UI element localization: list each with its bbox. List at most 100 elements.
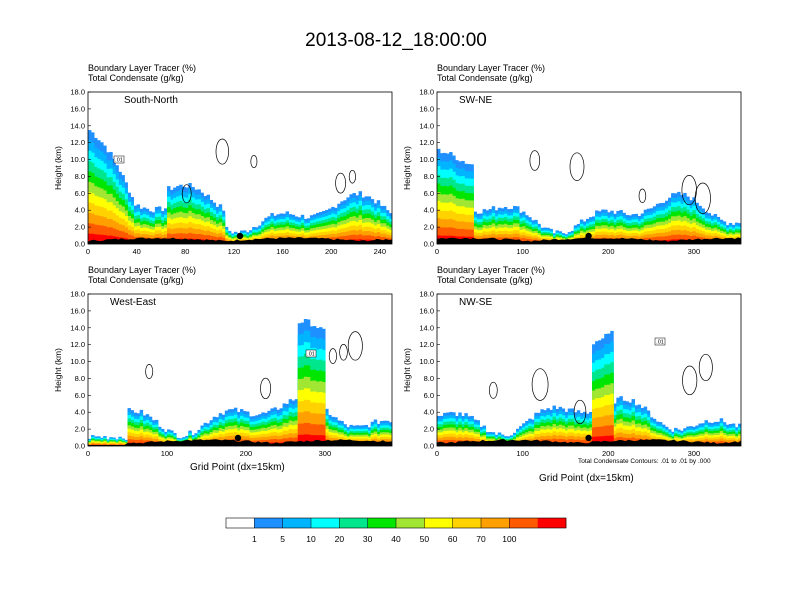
panel-header-nw-se: Boundary Layer Tracer (%) Total Condensa… — [437, 265, 545, 285]
y-axis-label: Height (km) — [402, 348, 412, 392]
y-tick-label: 12.0 — [70, 340, 85, 349]
condensate-contour — [250, 154, 258, 169]
plot-frame — [87, 91, 393, 245]
y-tick-label: 14.0 — [419, 121, 434, 130]
panel-nw-se: 0.0 2.0 4.0 6.0 8.0 10.0 12.0 14.0 16.0 18.0 Heigh… — [402, 290, 742, 458]
condensate-contour — [569, 152, 585, 181]
x-axis-label-west-east: Grid Point (dx=15km) — [190, 462, 285, 473]
colorbar-swatch — [481, 518, 510, 528]
y-tick-label: 2.0 — [75, 223, 85, 232]
x-tick-label: 200 — [602, 449, 615, 458]
condensate-contour — [215, 138, 229, 165]
y-tick-label: 12.0 — [70, 138, 85, 147]
header-line-tracer: Boundary Layer Tracer (%) — [437, 63, 546, 73]
x-axis-label-nw-se: Grid Point (dx=15km) — [539, 473, 634, 484]
terrain — [437, 439, 741, 446]
condensate-contour — [529, 150, 541, 171]
colorbar-swatch — [367, 518, 397, 528]
colorbar-label: 40 — [391, 534, 401, 544]
terrain — [88, 237, 392, 244]
plot-frame — [436, 293, 742, 447]
condensate-contour — [488, 381, 498, 399]
y-tick-label: 10.0 — [419, 155, 434, 164]
x-tick-label: 100 — [161, 449, 174, 458]
y-tick-label: 18.0 — [419, 88, 434, 97]
y-tick-label: 0.0 — [424, 240, 434, 249]
y-tick-label: 14.0 — [70, 323, 85, 332]
colorbar: 1 5 10 20 30 40 50 60 70 100 — [225, 517, 567, 544]
x-tick-label: 200 — [602, 247, 615, 256]
x-tick-label: 200 — [325, 247, 338, 256]
condensate-contour — [339, 344, 348, 361]
x-tick-label: 300 — [319, 449, 332, 458]
colorbar-swatch — [254, 518, 283, 528]
y-tick-label: 12.0 — [419, 138, 434, 147]
y-tick-label: 18.0 — [70, 290, 85, 299]
condensate-contour — [335, 172, 346, 194]
location-marker — [585, 434, 592, 442]
panel-header-south-north: Boundary Layer Tracer (%) Total Condensa… — [88, 63, 196, 83]
colorbar-label: 100 — [502, 534, 516, 544]
colorbar-label: 10 — [306, 534, 316, 544]
y-tick-label: 8.0 — [75, 172, 85, 181]
panel-south-north: 0.0 2.0 4.0 6.0 8.0 10.0 12.0 14.0 16.0 18.0 Heigh… — [53, 88, 393, 256]
colorbar-swatch — [339, 518, 368, 528]
tracer-field — [437, 330, 741, 446]
y-tick-label: 16.0 — [70, 306, 85, 315]
contour-label: .01 — [307, 352, 315, 358]
y-tick-label: 0.0 — [75, 240, 85, 249]
condensate-contour — [145, 364, 154, 379]
y-axis-label: Height (km) — [53, 146, 63, 190]
y-tick-label: 10.0 — [70, 155, 85, 164]
location-marker — [585, 232, 592, 240]
y-tick-label: 4.0 — [424, 408, 434, 417]
section-label: West-East — [110, 297, 156, 308]
x-tick-label: 160 — [276, 247, 289, 256]
colorbar-swatch — [509, 518, 538, 528]
figure-title: 2013-08-12_18:00:00 — [305, 30, 487, 51]
condensate-contour — [681, 175, 697, 206]
x-tick-label: 100 — [516, 449, 529, 458]
colorbar-label: 1 — [252, 534, 257, 544]
contour-label-box — [654, 337, 666, 346]
y-axis-label: Height (km) — [53, 348, 63, 392]
colorbar-label: 30 — [363, 534, 373, 544]
x-tick-label: 120 — [228, 247, 241, 256]
condensate-contour — [181, 184, 192, 204]
condensate-contour — [698, 353, 713, 382]
panel-header-west-east: Boundary Layer Tracer (%) Total Condensa… — [88, 265, 196, 285]
plot-frame — [436, 91, 742, 245]
y-tick-label: 0.0 — [75, 442, 85, 451]
y-tick-label: 8.0 — [424, 172, 434, 181]
colorbar-label: 70 — [476, 534, 486, 544]
panel-sw-ne: 0.0 2.0 4.0 6.0 8.0 10.0 12.0 14.0 16.0 18.0 Heigh… — [402, 88, 742, 256]
y-tick-label: 2.0 — [424, 223, 434, 232]
condensate-contour — [328, 348, 337, 364]
location-marker — [234, 434, 242, 442]
header-line-condensate: Total Condensate (g/kg) — [437, 275, 533, 285]
x-tick-label: 40 — [132, 247, 140, 256]
panel-header-sw-ne: Boundary Layer Tracer (%) Total Condensa… — [437, 63, 545, 83]
header-line-tracer: Boundary Layer Tracer (%) — [437, 265, 546, 275]
y-axis-label: Height (km) — [402, 146, 412, 190]
contour-note: Total Condensate Contours: .01 to .01 by… — [578, 458, 711, 465]
y-tick-label: 2.0 — [75, 425, 85, 434]
panel-west-east: 0.0 2.0 4.0 6.0 8.0 10.0 12.0 14.0 16.0 18.0 Heigh… — [53, 290, 393, 458]
header-line-tracer: Boundary Layer Tracer (%) — [88, 63, 197, 73]
tracer-field — [88, 130, 392, 244]
colorbar-label: 20 — [335, 534, 345, 544]
condensate-contour — [682, 365, 698, 396]
colorbar-swatch — [282, 518, 312, 528]
x-tick-label: 80 — [181, 247, 189, 256]
y-tick-label: 14.0 — [419, 323, 434, 332]
y-tick-label: 10.0 — [419, 357, 434, 366]
colorbar-swatch — [396, 518, 425, 528]
terrain — [437, 237, 741, 244]
y-tick-label: 16.0 — [419, 104, 434, 113]
y-tick-label: 18.0 — [70, 88, 85, 97]
x-tick-label: 0 — [435, 449, 439, 458]
y-tick-label: 4.0 — [75, 206, 85, 215]
x-tick-label: 0 — [86, 247, 90, 256]
colorbar-label: 60 — [448, 534, 458, 544]
x-tick-label: 300 — [688, 247, 701, 256]
